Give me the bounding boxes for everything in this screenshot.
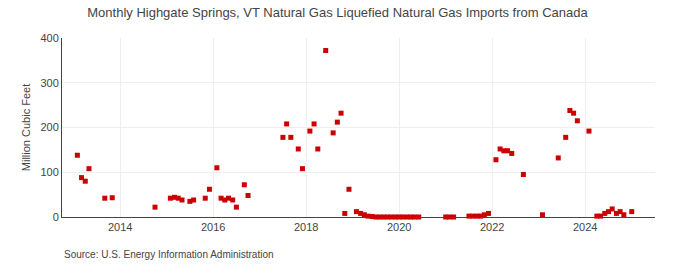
svg-text:2018: 2018 [294,221,318,233]
svg-text:2016: 2016 [201,221,225,233]
svg-text:Source: U.S. Energy Informatio: Source: U.S. Energy Information Administ… [64,249,274,260]
svg-text:Monthly Highgate Springs, VT N: Monthly Highgate Springs, VT Natural Gas… [87,5,588,20]
svg-text:300: 300 [40,77,58,89]
svg-text:Million Cubic Feet: Million Cubic Feet [20,84,32,171]
svg-text:2020: 2020 [387,221,411,233]
svg-text:400: 400 [40,32,58,44]
svg-text:2024: 2024 [573,221,597,233]
svg-text:100: 100 [40,166,58,178]
svg-text:200: 200 [40,121,58,133]
svg-text:0: 0 [53,211,59,223]
svg-text:2022: 2022 [480,221,504,233]
svg-text:2014: 2014 [108,221,132,233]
